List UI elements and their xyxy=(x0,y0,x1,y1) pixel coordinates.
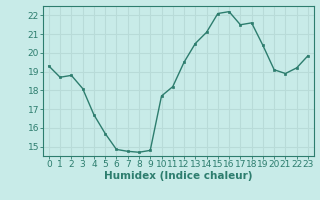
X-axis label: Humidex (Indice chaleur): Humidex (Indice chaleur) xyxy=(104,171,253,181)
